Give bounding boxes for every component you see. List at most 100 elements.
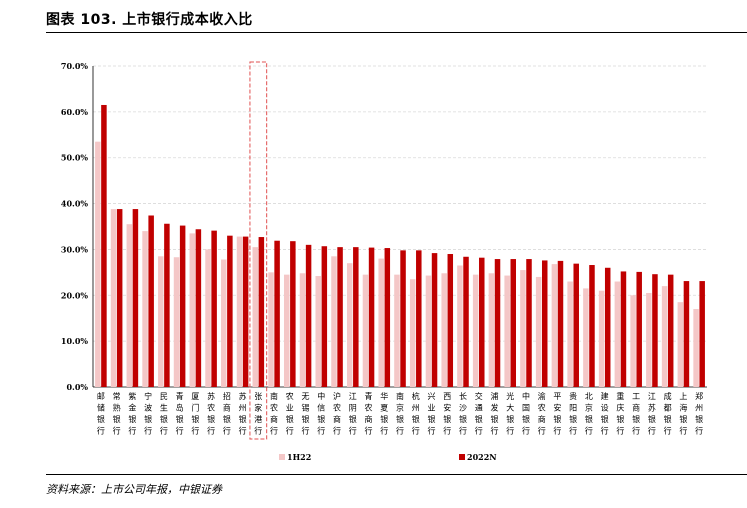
category-label-char: 建 xyxy=(601,391,609,401)
category-label-char: 银 xyxy=(648,414,656,424)
highlight-box xyxy=(249,61,268,440)
bar-1h22 xyxy=(362,274,369,387)
bar-1h22 xyxy=(646,292,652,387)
category-label-char: 银 xyxy=(380,414,388,424)
y-tick-label: 0.0% xyxy=(66,382,88,392)
bar-2022n xyxy=(667,274,674,387)
category-label-char: 安 xyxy=(443,403,451,413)
category-label-char: 银 xyxy=(223,414,231,424)
category-label-char: 长 xyxy=(459,391,467,401)
category-label-char: 银 xyxy=(160,414,168,424)
bar-1h22 xyxy=(126,224,133,387)
category-label-char: 行 xyxy=(239,426,247,436)
category-label-char: 银 xyxy=(522,414,530,424)
category-label-char: 行 xyxy=(302,426,310,436)
category-label-char: 夏 xyxy=(380,404,388,413)
category-label-char: 邮 xyxy=(97,391,105,401)
category-label-char: 行 xyxy=(679,426,687,436)
bar-2022n xyxy=(526,259,532,387)
bar-1h22 xyxy=(315,276,321,387)
bar-1h22 xyxy=(441,273,447,387)
category-label-char: 银 xyxy=(616,414,624,424)
bar-2022n xyxy=(132,209,139,387)
category-label-char: 银 xyxy=(286,414,294,424)
category-label-char: 银 xyxy=(601,414,609,424)
category-label-char: 行 xyxy=(522,426,530,436)
category-label-char: 行 xyxy=(538,426,546,436)
bar-2022n xyxy=(179,225,186,387)
category-label-char: 沙 xyxy=(459,404,467,413)
category-label-char: 银 xyxy=(490,414,498,424)
bar-2022n xyxy=(337,247,343,387)
category-label-char: 杭 xyxy=(412,391,420,401)
category-label-char: 商 xyxy=(632,403,640,413)
bar-2022n xyxy=(116,209,123,387)
bar-1h22 xyxy=(551,264,558,387)
category-label-char: 宁 xyxy=(144,391,152,401)
bar-1h22 xyxy=(346,263,353,387)
bar-1h22 xyxy=(677,302,684,387)
bar-1h22 xyxy=(535,276,542,387)
category-label-char: 海 xyxy=(679,403,687,413)
category-label-char: 商 xyxy=(538,414,546,424)
category-label-char: 行 xyxy=(412,426,420,436)
bar-1h22 xyxy=(394,274,400,387)
category-label-char: 兴 xyxy=(427,392,435,401)
category-label-char: 大 xyxy=(506,403,514,413)
legend-label: 1H22 xyxy=(287,452,311,462)
category-label-char: 成 xyxy=(664,391,672,401)
category-label-char: 工 xyxy=(632,392,640,401)
y-tick-label: 20.0% xyxy=(61,290,88,300)
category-label-char: 西 xyxy=(443,392,451,401)
category-label-char: 银 xyxy=(113,414,121,424)
bar-2022n xyxy=(494,259,501,387)
category-label-char: 商 xyxy=(333,414,341,424)
category-label-char: 生 xyxy=(160,403,168,413)
bar-2022n xyxy=(148,215,154,387)
bar-1h22 xyxy=(299,273,306,387)
source-note: 资料来源：上市公司年报，中银证券 xyxy=(46,483,222,496)
bar-2022n xyxy=(195,229,202,387)
category-label-char: 行 xyxy=(695,426,703,436)
category-label-char: 行 xyxy=(443,426,451,436)
category-label-char: 招 xyxy=(223,391,231,401)
bar-1h22 xyxy=(189,233,196,387)
bar-1h22 xyxy=(268,272,274,387)
category-label-char: 厦 xyxy=(191,392,199,401)
category-label-char: 行 xyxy=(475,426,483,436)
category-label-char: 庆 xyxy=(616,403,624,413)
category-label-char: 阴 xyxy=(349,404,357,413)
category-label-char: 行 xyxy=(144,426,152,436)
category-label-char: 国 xyxy=(522,404,530,413)
category-label-char: 储 xyxy=(97,403,105,413)
category-label-char: 民 xyxy=(160,392,168,401)
category-label-char: 京 xyxy=(585,403,593,413)
category-label-char: 州 xyxy=(412,404,420,413)
category-label-char: 平 xyxy=(553,392,561,401)
category-label-char: 行 xyxy=(176,426,184,436)
category-label-char: 上 xyxy=(679,392,687,401)
bar-2022n xyxy=(479,257,485,387)
category-label-char: 中 xyxy=(317,391,325,401)
bar-2022n xyxy=(573,263,579,387)
category-label-char: 银 xyxy=(97,414,105,424)
category-label-char: 港 xyxy=(254,414,262,424)
bar-1h22 xyxy=(110,209,117,387)
category-label-char: 锡 xyxy=(302,404,310,413)
bar-2022n xyxy=(431,253,438,387)
category-label-char: 安 xyxy=(553,403,561,413)
category-label-char: 行 xyxy=(270,426,278,436)
category-label-char: 银 xyxy=(569,414,577,424)
category-label-char: 中 xyxy=(522,391,530,401)
category-label-char: 行 xyxy=(333,426,341,436)
category-label-char: 银 xyxy=(679,414,687,424)
category-label-char: 银 xyxy=(207,414,215,424)
title-rule xyxy=(46,32,747,33)
category-label-char: 行 xyxy=(286,426,294,436)
category-label-char: 张 xyxy=(254,392,262,401)
category-label-char: 北 xyxy=(585,392,593,401)
bar-2022n xyxy=(447,254,454,387)
category-label-char: 苏 xyxy=(648,403,656,413)
category-label-char: 银 xyxy=(191,414,199,424)
bar-1h22 xyxy=(614,281,621,387)
